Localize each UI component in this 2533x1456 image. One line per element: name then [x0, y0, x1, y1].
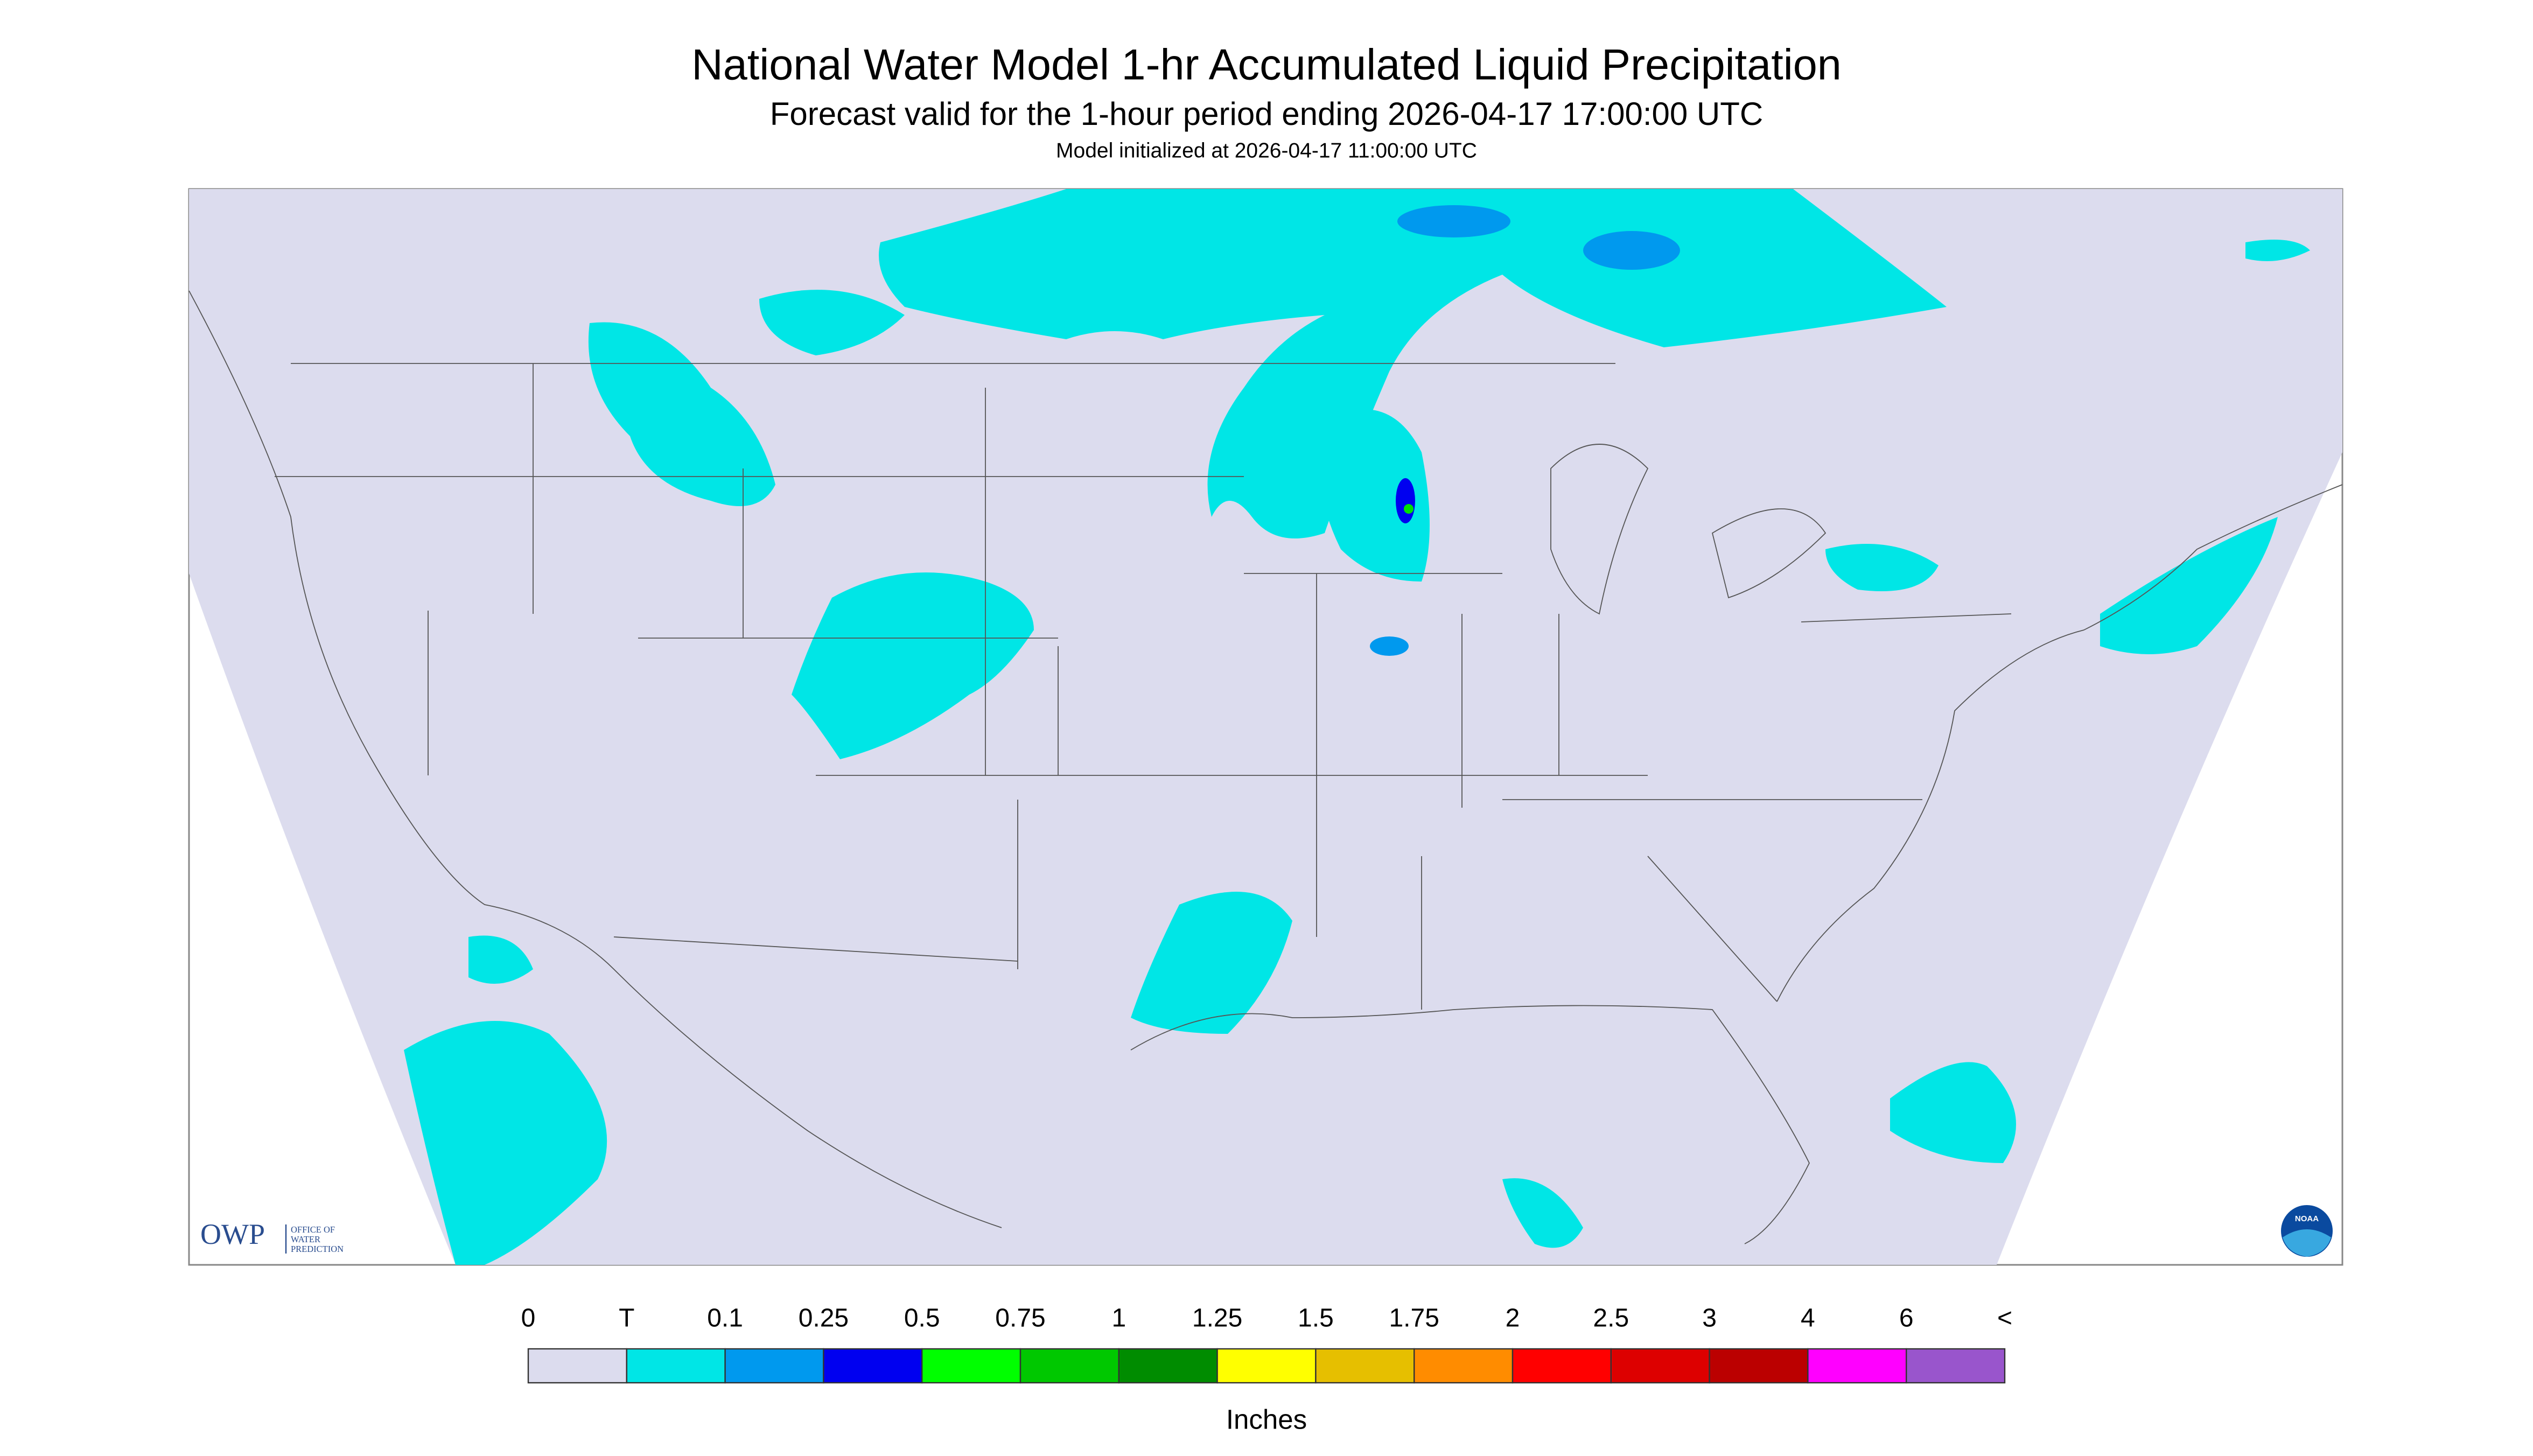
legend-label: 0 — [521, 1304, 536, 1333]
noaa-text: NOAA — [2295, 1214, 2319, 1223]
owp-name: WATER — [291, 1234, 320, 1244]
legend-label: T — [619, 1304, 634, 1333]
legend-swatch — [626, 1348, 726, 1384]
legend: 0 T 0.1 0.25 0.5 0.75 1 1.25 1.5 1.75 2 2.5 3 4 6 < — [521, 1304, 2012, 1384]
legend-swatch — [1315, 1348, 1415, 1384]
legend-swatch — [527, 1348, 628, 1384]
legend-swatch — [921, 1348, 1021, 1384]
legend-swatch — [823, 1348, 923, 1384]
legend-swatch — [1610, 1348, 1710, 1384]
legend-label: 2 — [1506, 1304, 1520, 1333]
legend-label: 4 — [1801, 1304, 1815, 1333]
precip-areas — [404, 189, 2310, 1265]
legend-swatch — [1807, 1348, 1907, 1384]
legend-label: 1.5 — [1298, 1304, 1334, 1333]
owp-name: PREDICTION — [291, 1244, 344, 1254]
init-time: Model initialized at 2026-04-17 11:00:00… — [1056, 139, 1477, 162]
legend-label: 1.75 — [1389, 1304, 1439, 1333]
legend-label: 0.25 — [799, 1304, 849, 1333]
title: National Water Model 1-hr Accumulated Li… — [691, 40, 1842, 89]
legend-label: < — [1997, 1304, 2012, 1333]
legend-swatch — [1709, 1348, 1809, 1384]
subtitle: Forecast valid for the 1-hour period end… — [770, 96, 1763, 132]
legend-label: 6 — [1899, 1304, 1914, 1333]
legend-swatch — [1216, 1348, 1317, 1384]
legend-label: 3 — [1702, 1304, 1717, 1333]
legend-label: 0.75 — [995, 1304, 1045, 1333]
legend-label: 1.25 — [1192, 1304, 1242, 1333]
owp-logo: OWP — [200, 1218, 265, 1250]
legend-label: 1 — [1111, 1304, 1126, 1333]
legend-swatch — [1512, 1348, 1612, 1384]
legend-swatch — [724, 1348, 824, 1384]
legend-swatch — [1019, 1348, 1120, 1384]
legend-swatch — [1414, 1348, 1514, 1384]
owp-name: OFFICE OF — [291, 1224, 335, 1235]
legend-label: 2.5 — [1593, 1304, 1629, 1333]
legend-label: 0.5 — [904, 1304, 940, 1333]
map: OWP OFFICE OF WATER PREDICTION NOAA — [188, 188, 2343, 1266]
legend-swatch — [1118, 1348, 1218, 1384]
legend-swatch — [1905, 1348, 2006, 1384]
legend-label: 0.1 — [707, 1304, 743, 1333]
legend-units: Inches — [1226, 1404, 1307, 1434]
boundaries — [188, 290, 2343, 1244]
